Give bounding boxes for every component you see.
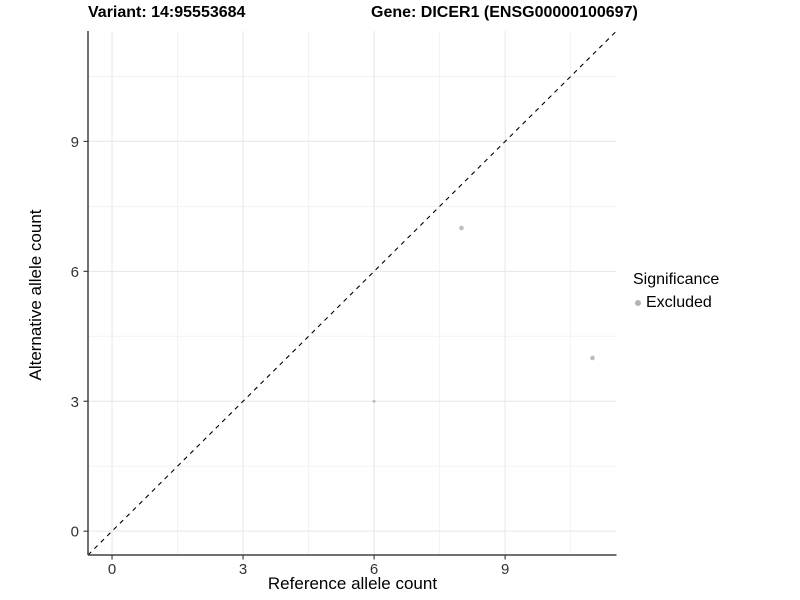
y-tick-label: 0 [71,524,79,541]
data-point [590,355,595,361]
plot-title-gene: Gene: DICER1 (ENSG00000100697) [371,4,638,21]
x-tick-label: 3 [239,561,247,578]
y-tick-label: 6 [71,264,79,281]
legend-point-icon [635,300,641,306]
legend-entry-label: Excluded [646,294,712,311]
y-tick-label: 3 [71,394,79,411]
data-point [372,399,376,403]
x-tick-label: 6 [370,561,378,578]
data-point [459,225,464,231]
plot-title-variant: Variant: 14:95553684 [88,4,246,21]
x-tick-label: 9 [501,561,509,578]
y-axis-title: Alternative allele count [26,209,45,381]
legend-title: Significance [633,271,720,288]
legend-entry: Excluded [633,294,719,312]
legend: Significance Excluded [633,271,719,312]
x-tick-label: 0 [108,561,116,578]
x-axis-title: Reference allele count [267,574,438,593]
y-tick-label: 9 [71,134,79,151]
identity-dashed-line [87,30,617,556]
